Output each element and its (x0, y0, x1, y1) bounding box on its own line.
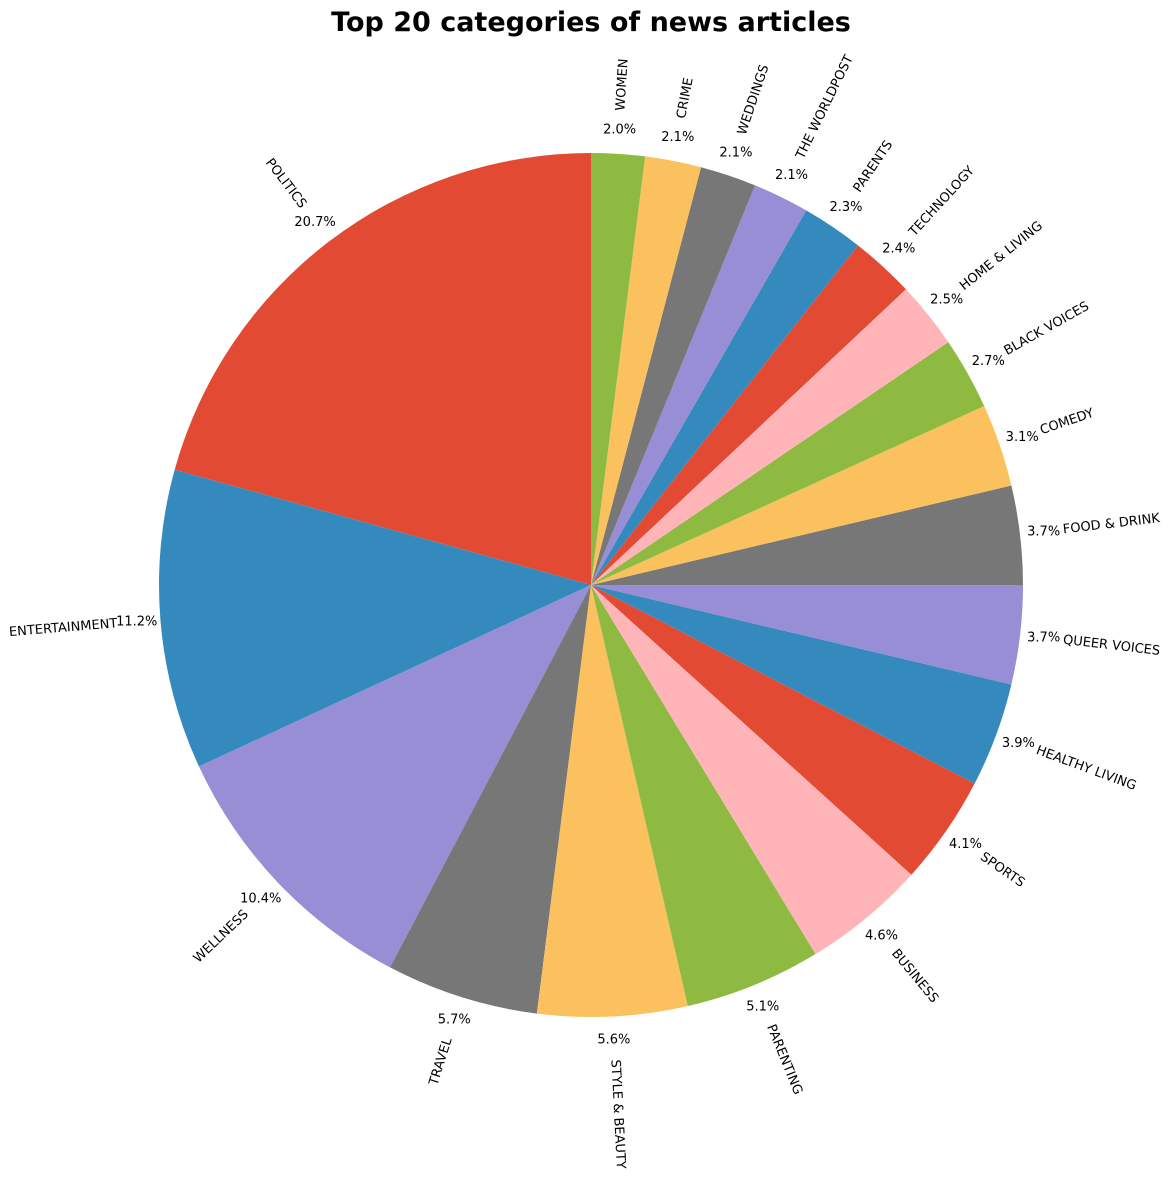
slice-percent-women: 2.0% (603, 123, 636, 138)
pie-slices (159, 153, 1023, 1017)
slice-percent-wellness: 10.4% (240, 892, 281, 907)
slice-percent-sports: 4.1% (949, 837, 982, 852)
slice-label-technology: TECHNOLOGY (906, 164, 978, 241)
slice-label-home-and-living: HOME & LIVING (957, 219, 1046, 294)
pie-slice-style-and-beauty (536, 585, 688, 1017)
pie-slice-wellness (198, 585, 591, 968)
slice-label-parents: PARENTS (851, 138, 896, 195)
slice-percent-technology: 2.4% (882, 241, 915, 256)
slice-label-sports: SPORTS (977, 850, 1027, 891)
pie-slice-crime (591, 156, 702, 585)
slice-percent-the-worldpost: 2.1% (775, 168, 808, 183)
slice-label-food-and-drink: FOOD & DRINK (1062, 511, 1161, 537)
slice-label-comedy: COMEDY (1038, 406, 1096, 438)
slice-percent-black-voices: 2.7% (972, 354, 1005, 369)
pie-slice-technology (591, 245, 906, 585)
pie-slice-home-and-living (591, 289, 949, 585)
chart-title: Top 20 categories of news articles (331, 7, 851, 38)
pie-slice-the-worldpost (591, 185, 807, 585)
slice-percent-food-and-drink: 3.7% (1027, 525, 1060, 540)
slice-label-queer-voices: QUEER VOICES (1062, 633, 1161, 659)
slice-percent-queer-voices: 3.7% (1027, 630, 1060, 645)
slice-label-travel: TRAVEL (426, 1035, 455, 1088)
slice-label-black-voices: BLACK VOICES (1002, 299, 1092, 359)
slice-label-crime: CRIME (674, 76, 697, 119)
pie-slice-sports (591, 585, 975, 875)
slice-label-women: WOMEN (613, 58, 631, 111)
slice-label-business: BUSINESS (888, 946, 941, 1006)
slice-label-style-and-beauty: STYLE & BEAUTY (607, 1059, 627, 1169)
slice-percent-weddings: 2.1% (719, 145, 752, 160)
pie-slice-food-and-drink (591, 485, 1023, 585)
slice-percent-politics: 20.7% (294, 215, 335, 230)
slice-percent-parenting: 5.1% (746, 1000, 779, 1015)
slice-percent-parents: 2.3% (829, 200, 862, 215)
pie-slice-weddings (591, 167, 756, 585)
slice-percent-crime: 2.1% (661, 130, 694, 145)
pie-slice-politics (174, 153, 592, 585)
slice-percent-business: 4.6% (865, 929, 898, 944)
pie-slice-business (591, 585, 912, 955)
pie-slice-women (591, 153, 646, 585)
pie-slice-parenting (591, 585, 816, 1006)
slice-percent-comedy: 3.1% (1006, 430, 1039, 445)
slice-label-parenting: PARENTING (763, 1022, 805, 1097)
slice-percent-home-and-living: 2.5% (930, 293, 963, 308)
pie-slice-travel (390, 585, 591, 1014)
pie-slice-queer-voices (591, 585, 1023, 685)
slice-label-entertainment: ENTERTAINMENT (8, 616, 118, 640)
slice-label-wellness: WELLNESS (191, 907, 252, 966)
slice-percent-style-and-beauty: 5.6% (597, 1033, 630, 1048)
slice-label-weddings: WEDDINGS (735, 63, 772, 137)
pie-slice-entertainment (159, 469, 591, 767)
slice-label-the-worldpost: THE WORLDPOST (793, 53, 857, 163)
slice-percent-travel: 5.7% (438, 1012, 471, 1027)
pie-slice-healthy-living (591, 585, 1012, 784)
pie-slice-comedy (591, 405, 1012, 585)
slice-label-politics: POLITICS (262, 156, 309, 211)
pie-slice-black-voices (591, 342, 985, 585)
slice-percent-entertainment: 11.2% (116, 615, 157, 630)
slice-percent-healthy-living: 3.9% (1002, 736, 1035, 751)
pie-slice-parents (591, 210, 858, 585)
slice-label-healthy-living: HEALTHY LIVING (1034, 743, 1138, 794)
